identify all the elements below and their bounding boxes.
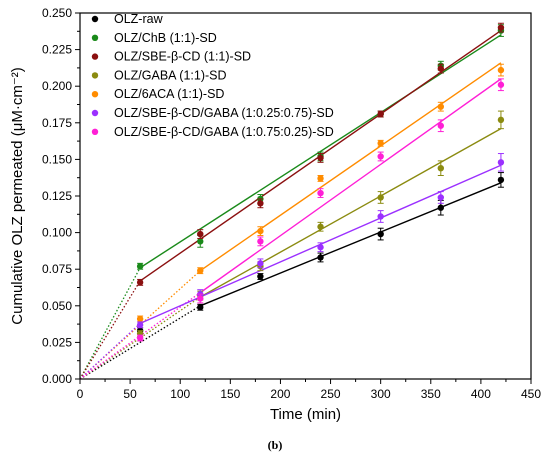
legend-marker xyxy=(91,15,99,23)
data-point xyxy=(197,295,204,302)
y-tick-label: 0.000 xyxy=(42,372,72,386)
data-point xyxy=(437,122,444,129)
legend-marker xyxy=(91,109,99,117)
data-point xyxy=(377,230,384,238)
legend-label: OLZ/SBE-β-CD (1:1)-SD xyxy=(114,50,251,64)
legend: OLZ-raw OLZ/ChB (1:1)-SD OLZ/SBE-β-CD (1:1… xyxy=(91,12,334,139)
y-tick-label: 0.200 xyxy=(42,79,72,93)
data-point xyxy=(377,213,384,220)
y-axis-title: Cumulative OLZ permeated (μM·cm⁻²) xyxy=(9,67,26,324)
fit-line-3 xyxy=(199,128,502,298)
figure-caption: (b) xyxy=(267,438,283,452)
data-point xyxy=(136,263,144,270)
x-tick-label: 250 xyxy=(321,387,341,401)
y-tick-label: 0.025 xyxy=(42,335,72,349)
data-point xyxy=(257,260,264,267)
x-tick-label: 300 xyxy=(371,387,391,401)
x-tick-label: 0 xyxy=(77,387,84,401)
data-point xyxy=(437,204,444,211)
data-point xyxy=(437,194,444,201)
x-tick-label: 200 xyxy=(270,387,290,401)
origin-connector-1 xyxy=(79,267,141,380)
data-point xyxy=(197,238,204,245)
legend-marker xyxy=(91,91,99,98)
data-point xyxy=(437,65,444,72)
data-point xyxy=(197,267,204,274)
y-tick-label: 0.225 xyxy=(42,43,72,57)
x-tick-label: 400 xyxy=(471,387,491,401)
data-point xyxy=(257,227,264,235)
data-point xyxy=(317,189,324,197)
x-tick-label: 350 xyxy=(421,387,441,401)
data-point xyxy=(497,116,505,124)
axes: 0 50 100 150 200 250 300 350 400 450 0.000 0.025 0.0… xyxy=(9,6,541,423)
data-point xyxy=(377,153,384,160)
data-point xyxy=(197,304,204,311)
data-point xyxy=(377,194,384,201)
y-tick-label: 0.175 xyxy=(42,116,72,130)
data-point xyxy=(437,103,444,110)
legend-marker xyxy=(91,34,99,41)
data-point xyxy=(136,321,144,329)
legend-label: OLZ/GABA (1:1)-SD xyxy=(114,68,227,82)
x-tick-label: 50 xyxy=(123,387,137,401)
legend-marker xyxy=(91,128,99,135)
legend-label: OLZ-raw xyxy=(114,12,164,26)
y-tick-label: 0.050 xyxy=(42,299,72,313)
origin-connector-2 xyxy=(79,280,141,380)
data-point xyxy=(317,154,324,162)
y-tick-label: 0.125 xyxy=(42,189,72,203)
legend-marker xyxy=(91,72,99,79)
legend-label: OLZ/ChB (1:1)-SD xyxy=(114,31,217,45)
fit-line-6 xyxy=(199,78,502,294)
origin-connector-5 xyxy=(79,322,141,380)
permeation-chart: 0 50 100 150 200 250 300 350 400 450 0.000 0.025 0.0… xyxy=(9,6,541,423)
data-point xyxy=(497,66,505,74)
data-point xyxy=(257,200,264,207)
data-point xyxy=(317,254,324,261)
legend-marker xyxy=(91,53,99,60)
data-point xyxy=(317,175,324,182)
data-point xyxy=(497,159,505,166)
x-tick-label: 100 xyxy=(170,387,190,401)
data-point xyxy=(136,279,144,286)
legend-label: OLZ/SBE-β-CD/GABA (1:0.25:0.75)-SD xyxy=(114,106,334,120)
origin-connector-0 xyxy=(79,305,201,380)
fit-line-1 xyxy=(139,34,502,269)
legend-label: OLZ/SBE-β-CD/GABA (1:0.75:0.25)-SD xyxy=(114,125,334,139)
data-point xyxy=(197,230,204,238)
data-point xyxy=(317,244,324,251)
data-point xyxy=(136,334,144,342)
legend-label: OLZ/6ACA (1:1)-SD xyxy=(114,87,224,101)
data-points xyxy=(136,22,505,342)
x-tick-label: 450 xyxy=(521,387,541,401)
x-axis-title: Time (min) xyxy=(270,406,341,423)
y-tick-label: 0.150 xyxy=(42,152,72,166)
data-point xyxy=(377,110,384,118)
x-tick-label: 150 xyxy=(220,387,240,401)
fit-line-0 xyxy=(200,182,502,307)
data-point xyxy=(437,164,444,172)
data-point xyxy=(497,24,505,31)
data-point xyxy=(317,223,324,230)
data-point xyxy=(377,140,384,147)
y-tick-label: 0.250 xyxy=(42,6,72,20)
data-point xyxy=(497,81,505,88)
data-point xyxy=(257,238,264,245)
y-tick-label: 0.100 xyxy=(42,226,72,240)
data-point xyxy=(136,315,144,323)
fit-line-4 xyxy=(199,62,502,272)
data-point xyxy=(257,273,264,280)
data-point xyxy=(497,176,505,184)
y-tick-label: 0.075 xyxy=(42,262,72,276)
